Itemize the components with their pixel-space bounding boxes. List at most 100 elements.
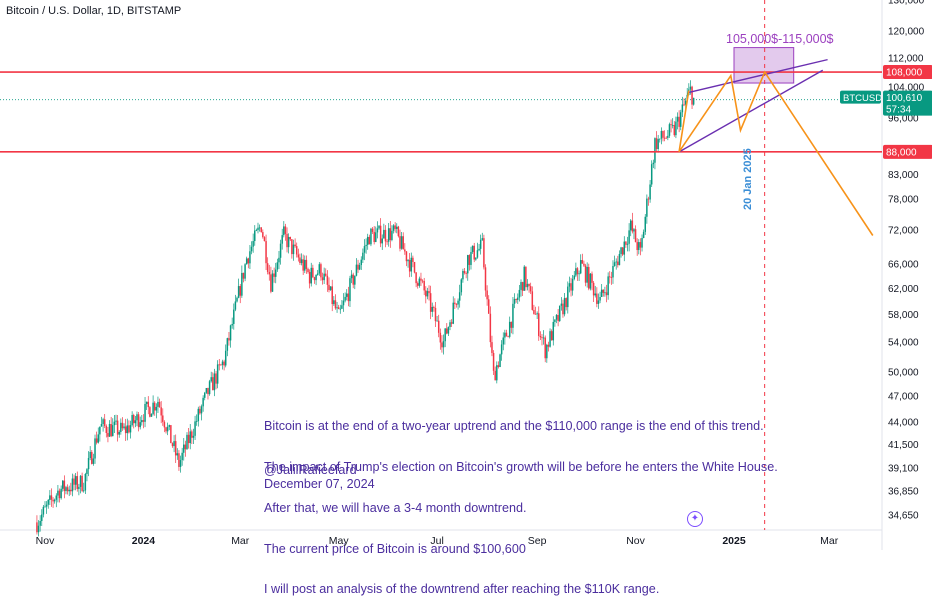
candle-body [165,427,167,432]
candle-body [473,245,475,260]
candle-body [326,275,329,285]
x-tick-label: Nov [36,535,55,547]
y-tick-label: 120,000 [888,27,925,38]
candle-body [502,337,505,345]
candle-body [325,273,327,276]
candle-body [254,230,256,242]
candle-body [189,431,191,444]
candle-body [255,229,258,231]
candle-body [625,241,627,245]
candle-body [578,273,580,275]
candle-body [528,283,530,287]
candle-body [676,116,679,122]
candle-body [404,249,406,252]
target-zone-box [733,47,795,84]
candle-body [618,253,621,266]
candle-body [276,262,279,270]
y-tick-label: 104,000 [888,82,925,93]
candle-body [183,444,185,453]
candle-body [680,112,682,127]
candle-body [426,291,429,297]
candle-body [270,274,272,292]
author-block: @JalilRafieefard December 07, 2024 [264,463,375,491]
candle-body [61,480,64,489]
candle-body [512,303,514,328]
candle-body [74,476,77,485]
candle-body [271,273,274,292]
candle-body [229,325,232,341]
candle-body [89,451,91,458]
candle-body [529,286,532,292]
candle-body [521,282,524,291]
candle-body [170,425,172,444]
candle-body [291,239,293,255]
candle-body [257,227,259,230]
candle-body [517,297,519,300]
candle-body [670,124,672,126]
candle-body [213,373,216,391]
candle-body [484,267,487,291]
candle-body [594,293,596,296]
candle-body [224,350,227,366]
candle-body [576,268,579,275]
candle-body [412,257,414,262]
candle-body [375,232,377,243]
candle-body [387,228,390,242]
candle-body [691,86,693,105]
y-tick-label: 96,000 [888,113,919,124]
candle-body [260,227,262,233]
candle-body [662,130,664,138]
candle-body [436,320,438,322]
candle-body [423,281,425,291]
btc-price-chart[interactable]: 34,650 36,850 39,100 41,500 44,000 47,000 50,0… [0,0,932,550]
candle-body [581,260,584,264]
candle-body [546,344,548,359]
candle-body [136,414,138,421]
level-price-label: 88,000 [886,147,917,158]
candle-body [41,514,43,522]
candle-body [626,243,629,245]
candle-body [405,251,408,262]
candle-body [313,277,316,281]
x-tick-label: May [329,535,350,547]
candle-body [428,291,430,294]
candle-body [612,266,614,278]
wedge-upper-line [688,58,828,94]
tradingview-logo-icon[interactable]: ✦ [687,511,703,527]
candle-body [689,86,692,90]
candle-body [602,289,605,293]
candle-body [152,402,154,414]
candle-body [333,300,335,305]
candle-body [195,421,198,422]
candle-body [649,184,651,200]
vertical-marker-label: 20 Jan 2025 [742,148,754,210]
candle-body [597,300,600,304]
candle-body [505,332,508,337]
candle-body [454,302,456,305]
candle-body [70,489,72,492]
candle-body [336,307,338,309]
candle-body [181,452,183,461]
candle-body [379,225,382,244]
candle-body [49,495,51,500]
candle-body [475,257,477,260]
candle-body [95,438,98,443]
candle-body [586,266,588,283]
candle-body [647,198,650,200]
candle-body [292,244,295,255]
candle-body [575,268,577,276]
candle-body [215,373,217,384]
candle-body [44,506,46,508]
candle-body [494,370,496,381]
candle-body [652,162,655,165]
candle-body [458,292,461,301]
candle-body [609,276,611,278]
candle-body [295,246,298,255]
candle-body [102,419,104,425]
analysis-note: Bitcoin is at the end of a two-year uptr… [264,393,778,611]
candle-body [79,475,82,487]
candle-body [378,225,380,229]
candle-body [565,298,567,308]
candle-body [113,421,116,426]
y-tick-label: 66,000 [888,259,919,270]
